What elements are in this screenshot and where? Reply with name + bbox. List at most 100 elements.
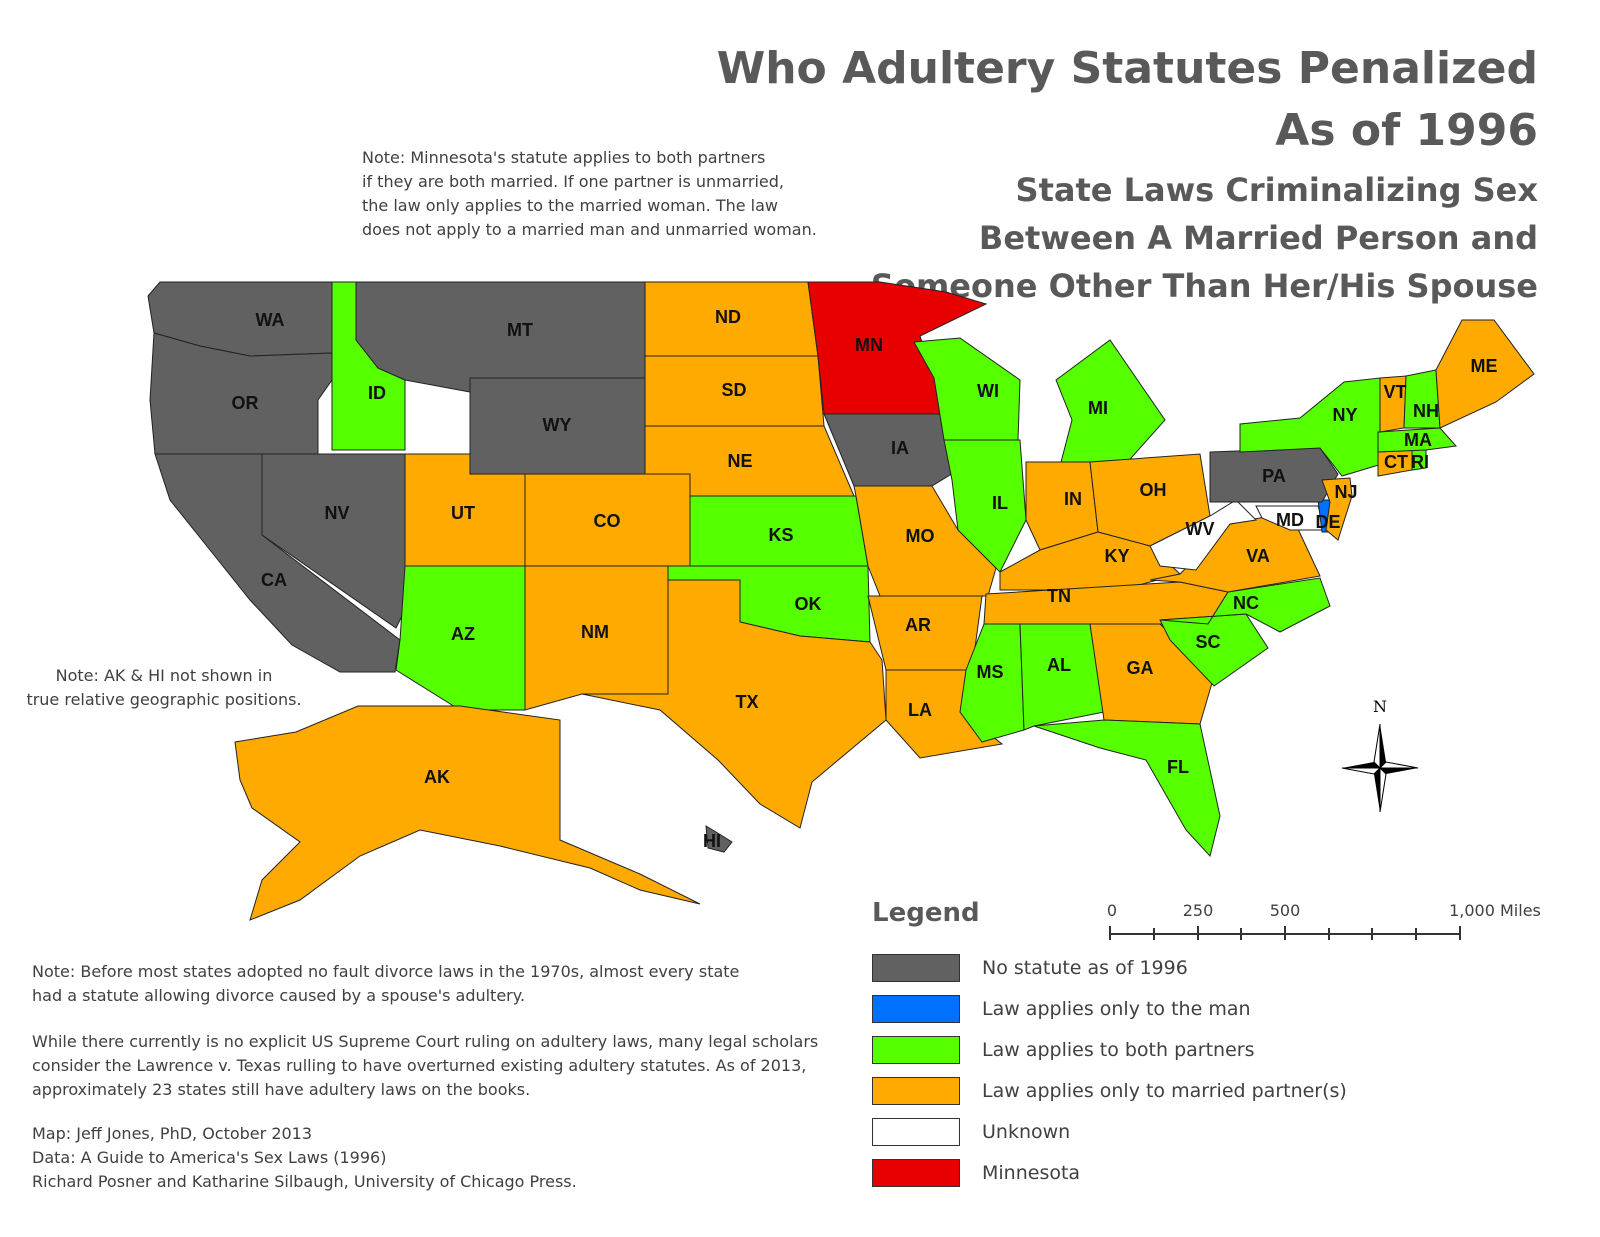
state-label-ri: RI (1411, 452, 1429, 472)
scale-tick-label: 500 (1270, 901, 1301, 920)
state-label-wi: WI (977, 381, 999, 401)
ak-hi-note: Note: AK & HI not shown in true relative… (14, 664, 314, 712)
legend-swatch (872, 1077, 960, 1105)
state-me (1435, 319, 1535, 429)
credit-line: Richard Posner and Katharine Silbaugh, U… (32, 1172, 577, 1191)
state-labels-layer: WA OR CA NV ID MT WY UT CO AZ NM ND SD NE KS OK TX MN IA MO… (232, 307, 1498, 851)
state-label-fl: FL (1167, 757, 1189, 777)
state-label-mt: MT (507, 320, 533, 340)
state-al (1019, 623, 1105, 731)
state-hi (705, 825, 733, 853)
divorce-note-line: Note: Before most states adopted no faul… (32, 962, 740, 981)
state-or (149, 332, 333, 455)
scale-bar: 0 250 500 1,000 Miles (1107, 901, 1541, 940)
state-label-nc: NC (1233, 593, 1259, 613)
state-label-sc: SC (1195, 632, 1220, 652)
state-label-vt: VT (1383, 382, 1406, 402)
state-label-ne: NE (727, 451, 752, 471)
state-label-la: LA (908, 700, 932, 720)
state-mt (355, 281, 646, 393)
state-wv (1149, 499, 1258, 571)
state-label-ar: AR (905, 615, 931, 635)
state-ak (234, 705, 701, 921)
legend-item-unknown: Unknown (872, 1116, 1070, 1148)
state-label-wv: WV (1186, 519, 1215, 539)
credits: Map: Jeff Jones, PhD, October 2013 Data:… (32, 1122, 577, 1194)
supreme-court-note-line: consider the Lawrence v. Texas rulling t… (32, 1056, 807, 1075)
state-label-id: ID (368, 383, 386, 403)
credit-line: Data: A Guide to America's Sex Laws (199… (32, 1148, 387, 1167)
state-label-co: CO (594, 511, 621, 531)
legend-label: No statute as of 1996 (982, 957, 1188, 979)
minnesota-note-line: if they are both married. If one partner… (362, 172, 784, 191)
state-label-oh: OH (1140, 480, 1167, 500)
state-label-va: VA (1246, 546, 1270, 566)
scale-tick-label: 1,000 Miles (1449, 901, 1541, 920)
state-label-ut: UT (451, 503, 475, 523)
north-label: N (1373, 697, 1387, 716)
divorce-note-line: had a statute allowing divorce caused by… (32, 986, 526, 1005)
state-label-nv: NV (324, 503, 349, 523)
state-label-mo: MO (906, 526, 935, 546)
state-label-ca: CA (261, 570, 287, 590)
state-label-or: OR (232, 393, 259, 413)
legend-item-married: Law applies only to married partner(s) (872, 1075, 1347, 1107)
subtitle-line3: Someone Other Than Her/His Spouse (870, 267, 1538, 305)
state-label-wa: WA (256, 310, 285, 330)
legend-item-both: Law applies to both partners (872, 1034, 1255, 1066)
title-block: Who Adultery Statutes Penalized As of 19… (717, 38, 1538, 162)
state-label-il: IL (992, 493, 1008, 513)
state-label-ok: OK (795, 594, 822, 614)
legend-swatch (872, 954, 960, 982)
legend-swatch (872, 1159, 960, 1187)
ak-hi-note-line: Note: AK & HI not shown in (55, 666, 273, 685)
state-label-ms: MS (977, 662, 1004, 682)
map-subtitle: State Laws Criminalizing Sex Between A M… (871, 166, 1538, 310)
legend-label: Law applies only to married partner(s) (982, 1080, 1347, 1102)
state-mi (1055, 339, 1166, 467)
subtitle-line2: Between A Married Person and (978, 219, 1538, 257)
credit-line: Map: Jeff Jones, PhD, October 2013 (32, 1124, 313, 1143)
minnesota-note-line: does not apply to a married man and unma… (362, 220, 817, 239)
state-label-ky: KY (1104, 546, 1129, 566)
legend-item-mn: Minnesota (872, 1157, 1080, 1189)
scale-tick-label: 250 (1183, 901, 1214, 920)
state-label-me: ME (1471, 356, 1498, 376)
state-label-ct: CT (1384, 452, 1408, 472)
supreme-court-paragraph: While there currently is no explicit US … (32, 1030, 862, 1102)
state-label-in: IN (1064, 489, 1082, 509)
state-label-hi: HI (703, 831, 721, 851)
legend-label: Unknown (982, 1121, 1071, 1143)
map-title-line1: Who Adultery Statutes Penalized (716, 43, 1538, 94)
state-label-wy: WY (543, 415, 572, 435)
state-label-pa: PA (1262, 466, 1286, 486)
scale-tick-label: 0 (1107, 901, 1117, 920)
state-md (1255, 505, 1327, 531)
supreme-court-note-line: approximately 23 states still have adult… (32, 1080, 531, 1099)
minnesota-note-line: the law only applies to the married woma… (362, 196, 779, 215)
state-nv (261, 453, 406, 629)
state-label-tn: TN (1047, 586, 1071, 606)
state-label-de: DE (1315, 512, 1340, 532)
state-label-nj: NJ (1334, 482, 1357, 502)
ak-hi-note-line: true relative geographic positions. (26, 690, 302, 709)
minnesota-note-line: Note: Minnesota's statute applies to bot… (362, 148, 766, 167)
state-label-nh: NH (1413, 401, 1439, 421)
state-label-ak: AK (424, 767, 450, 787)
state-label-ia: IA (891, 438, 909, 458)
state-label-ks: KS (768, 525, 793, 545)
state-label-sd: SD (721, 380, 746, 400)
state-label-mn: MN (855, 335, 883, 355)
state-label-ny: NY (1332, 405, 1357, 425)
state-label-tx: TX (735, 692, 758, 712)
state-label-ma: MA (1404, 430, 1432, 450)
state-tx (581, 579, 887, 829)
legend-swatch (872, 1118, 960, 1146)
state-label-az: AZ (451, 624, 475, 644)
state-label-md: MD (1276, 510, 1304, 530)
divorce-note: Note: Before most states adopted no faul… (32, 960, 862, 1102)
minnesota-note: Note: Minnesota's statute applies to bot… (362, 146, 882, 242)
state-label-ga: GA (1127, 658, 1154, 678)
supreme-court-note-line: While there currently is no explicit US … (32, 1032, 819, 1051)
divorce-paragraph: Note: Before most states adopted no faul… (32, 960, 862, 1008)
